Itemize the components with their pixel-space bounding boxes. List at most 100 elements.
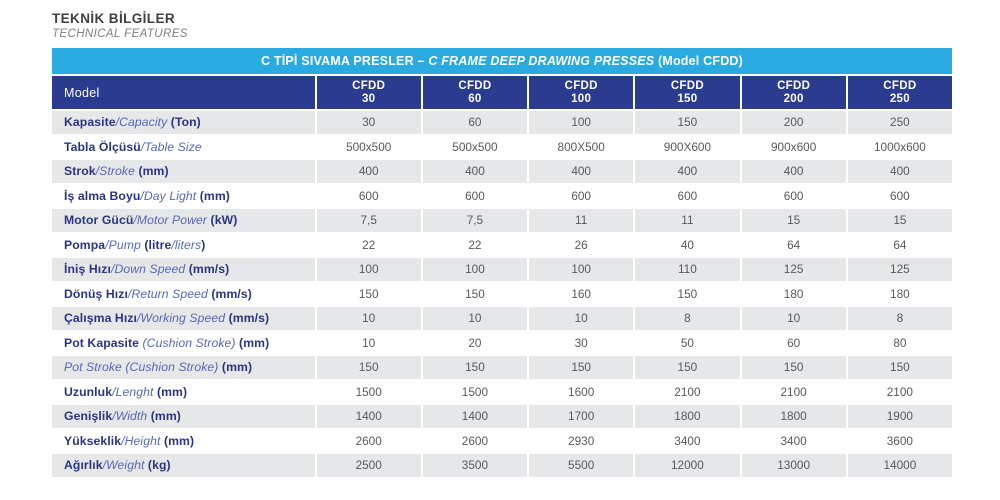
spec-value: 1700 bbox=[529, 405, 634, 428]
row-label-segment: Yükseklik bbox=[64, 433, 122, 448]
row-label: Pot Stroke (Cushion Stroke) (mm) bbox=[52, 356, 315, 379]
row-label-segment: /Width bbox=[112, 409, 148, 424]
spec-value: 500x500 bbox=[316, 135, 421, 158]
spec-value: 7,5 bbox=[316, 209, 421, 232]
row-label-segment: (mm) bbox=[134, 164, 169, 179]
spec-value: 900X600 bbox=[635, 135, 740, 158]
spec-value: 2500 bbox=[316, 454, 421, 477]
row-label-segment: Kapasite bbox=[64, 115, 116, 130]
spec-value: 400 bbox=[847, 160, 952, 183]
spec-value: 150 bbox=[422, 356, 528, 379]
table-row: İş alma Boyu/Day Light (mm) 600 600 600 600 6… bbox=[52, 184, 952, 207]
table-body: Kapasite/Capacity (Ton) 30 60 100 150 200 250 T… bbox=[52, 111, 952, 477]
row-label-segment: (mm) bbox=[218, 360, 253, 375]
spec-value: 500x500 bbox=[422, 135, 528, 158]
row-label-segment: Ağırlık bbox=[64, 458, 103, 473]
table-row: Pot Stroke (Cushion Stroke) (mm) 150 150 15… bbox=[52, 356, 952, 379]
spec-table: Model CFDD 30 CFDD 60 CFDD 100 CFDD 150 CFDD 200 C… bbox=[50, 74, 954, 479]
row-label-segment: /Lenght bbox=[112, 384, 154, 399]
spec-value: 1900 bbox=[847, 405, 952, 428]
spec-value: 150 bbox=[635, 356, 740, 379]
table-row: Genişlik/Width (mm) 1400 1400 1700 1800 1800 1… bbox=[52, 405, 952, 428]
row-label-segment: /Height bbox=[121, 433, 161, 448]
spec-value: 10 bbox=[316, 307, 421, 330]
spec-value: 150 bbox=[741, 356, 846, 379]
spec-value: 7,5 bbox=[422, 209, 528, 232]
row-label: Strok/Stroke (mm) bbox=[52, 160, 315, 183]
spec-value: 14000 bbox=[847, 454, 952, 477]
row-label-segment: /Motor Power bbox=[133, 213, 208, 228]
spec-value: 150 bbox=[847, 356, 952, 379]
spec-value: 10 bbox=[422, 307, 528, 330]
column-header-150: CFDD 150 bbox=[635, 76, 740, 109]
table-row: Tabla Ölçüsü/Table Size 500x500 500x500 800… bbox=[52, 135, 952, 158]
banner-title-turkish: C TİPİ SIVAMA PRESLER – bbox=[260, 54, 429, 68]
spec-value: 600 bbox=[741, 184, 846, 207]
row-label-segment: /Day Light bbox=[140, 188, 197, 203]
row-label-segment: /Pump bbox=[105, 237, 141, 252]
spec-value: 40 bbox=[635, 233, 740, 256]
spec-value: 600 bbox=[635, 184, 740, 207]
spec-value: 10 bbox=[741, 307, 846, 330]
row-label: Genişlik/Width (mm) bbox=[52, 405, 315, 428]
spec-value: 150 bbox=[422, 282, 528, 305]
row-label-segment: (mm) bbox=[235, 335, 270, 350]
column-header-30: CFDD 30 bbox=[316, 76, 421, 109]
table-row: Kapasite/Capacity (Ton) 30 60 100 150 200 250 bbox=[52, 111, 952, 134]
row-label-segment: (mm) bbox=[196, 188, 230, 203]
row-label: Pot Kapasite (Cushion Stroke) (mm) bbox=[52, 331, 315, 354]
spec-value: 8 bbox=[635, 307, 740, 330]
row-label-segment: /Return Speed bbox=[127, 286, 208, 301]
row-label-segment: Çalışma Hızı bbox=[64, 311, 137, 326]
spec-value: 30 bbox=[316, 111, 421, 134]
spec-value: 1400 bbox=[316, 405, 421, 428]
column-header-200: CFDD 200 bbox=[741, 76, 846, 109]
page-title: TEKNİK BİLGİLER bbox=[52, 11, 175, 26]
row-label-segment: İniş Hızı bbox=[64, 262, 111, 277]
spec-value: 100 bbox=[529, 258, 634, 281]
spec-value: 600 bbox=[316, 184, 421, 207]
spec-value: 100 bbox=[422, 258, 528, 281]
row-label-segment: (litre bbox=[140, 237, 172, 252]
spec-value: 60 bbox=[422, 111, 528, 134]
spec-value: 1400 bbox=[422, 405, 528, 428]
row-label-segment: Pot Stroke (Cushion Stroke) bbox=[64, 360, 219, 375]
spec-value: 2100 bbox=[741, 380, 846, 403]
row-label-segment: Tabla Ölçüsü bbox=[64, 139, 141, 154]
spec-value: 110 bbox=[635, 258, 740, 281]
row-label: Uzunluk/Lenght (mm) bbox=[52, 380, 315, 403]
spec-value: 64 bbox=[847, 233, 952, 256]
spec-value: 400 bbox=[422, 160, 528, 183]
row-label-segment: /liters bbox=[171, 237, 202, 252]
row-label-segment: (mm) bbox=[160, 433, 195, 448]
spec-value: 22 bbox=[316, 233, 421, 256]
spec-value: 10 bbox=[316, 331, 421, 354]
spec-value: 11 bbox=[529, 209, 634, 232]
row-label: Çalışma Hızı/Working Speed (mm/s) bbox=[52, 307, 315, 330]
spec-value: 3500 bbox=[422, 454, 528, 477]
spec-value: 125 bbox=[847, 258, 952, 281]
spec-value: 250 bbox=[847, 111, 952, 134]
table-row: Dönüş Hızı/Return Speed (mm/s) 150 150 160 1… bbox=[52, 282, 952, 305]
page-subtitle: TECHNICAL FEATURES bbox=[52, 28, 188, 40]
spec-value: 15 bbox=[847, 209, 952, 232]
row-label-segment: (mm/s) bbox=[225, 311, 270, 326]
spec-value: 1800 bbox=[741, 405, 846, 428]
row-label-segment: (mm) bbox=[153, 384, 188, 399]
spec-value: 20 bbox=[422, 331, 528, 354]
spec-value: 400 bbox=[635, 160, 740, 183]
row-label-segment: Pompa bbox=[64, 237, 106, 252]
row-label-segment: /Capacity bbox=[115, 115, 168, 130]
row-label: İniş Hızı/Down Speed (mm/s) bbox=[52, 258, 315, 281]
row-label-segment: Pot Kapasite bbox=[64, 335, 143, 350]
spec-value: 150 bbox=[316, 356, 421, 379]
row-label-segment: İş alma Boyu bbox=[64, 188, 141, 203]
spec-value: 15 bbox=[741, 209, 846, 232]
banner-title-english: C FRAME DEEP DRAWING PRESSES bbox=[428, 54, 655, 68]
spec-value: 30 bbox=[529, 331, 634, 354]
table-row: Uzunluk/Lenght (mm) 1500 1500 1600 2100 2100 2… bbox=[52, 380, 952, 403]
spec-value: 600 bbox=[529, 184, 634, 207]
row-label-segment: (mm/s) bbox=[207, 286, 252, 301]
spec-value: 800X500 bbox=[529, 135, 634, 158]
